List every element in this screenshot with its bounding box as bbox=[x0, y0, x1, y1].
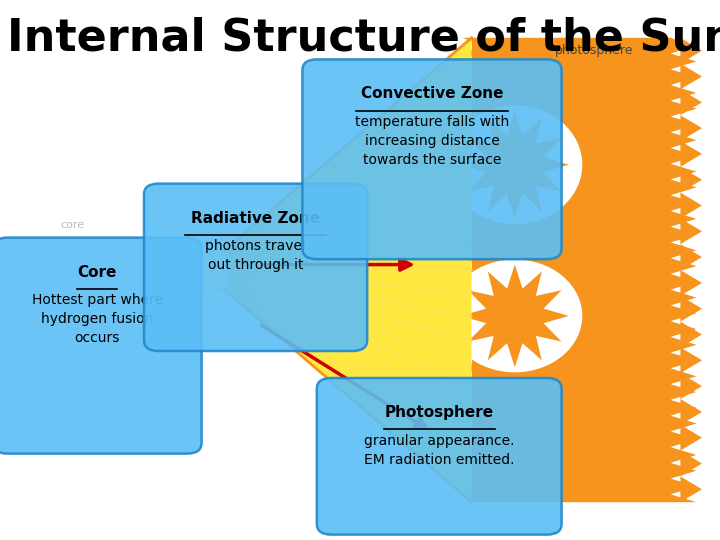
Polygon shape bbox=[671, 38, 720, 502]
Text: Internal Structure of the Sun: Internal Structure of the Sun bbox=[7, 16, 720, 59]
Polygon shape bbox=[680, 322, 702, 347]
Polygon shape bbox=[680, 141, 702, 167]
Ellipse shape bbox=[447, 260, 582, 373]
Polygon shape bbox=[202, 38, 472, 502]
Polygon shape bbox=[472, 38, 518, 502]
Text: photons travel
out through it: photons travel out through it bbox=[205, 239, 306, 272]
Polygon shape bbox=[680, 38, 702, 64]
Text: Hottest part where
hydrogen fusion
occurs: Hottest part where hydrogen fusion occur… bbox=[32, 293, 163, 345]
Polygon shape bbox=[680, 167, 702, 193]
Polygon shape bbox=[680, 476, 702, 502]
Polygon shape bbox=[463, 38, 697, 502]
Polygon shape bbox=[680, 347, 702, 373]
FancyBboxPatch shape bbox=[0, 238, 202, 454]
Polygon shape bbox=[680, 244, 702, 270]
Polygon shape bbox=[680, 373, 702, 399]
Text: Radiative Zone: Radiative Zone bbox=[191, 211, 320, 226]
Polygon shape bbox=[680, 425, 702, 450]
FancyBboxPatch shape bbox=[317, 378, 562, 535]
Polygon shape bbox=[461, 111, 569, 219]
Text: Convective Zone: Convective Zone bbox=[361, 86, 503, 102]
Polygon shape bbox=[461, 265, 569, 367]
Polygon shape bbox=[680, 296, 702, 322]
Text: core: core bbox=[60, 219, 84, 230]
Text: photosphere: photosphere bbox=[555, 44, 634, 57]
Polygon shape bbox=[680, 218, 702, 244]
Polygon shape bbox=[680, 115, 702, 141]
Polygon shape bbox=[680, 90, 702, 115]
Text: granular appearance.
EM radiation emitted.: granular appearance. EM radiation emitte… bbox=[364, 434, 515, 467]
FancyBboxPatch shape bbox=[144, 184, 367, 351]
Ellipse shape bbox=[187, 246, 230, 294]
Polygon shape bbox=[680, 193, 702, 218]
Polygon shape bbox=[680, 399, 702, 425]
Text: Photosphere: Photosphere bbox=[384, 405, 494, 420]
FancyBboxPatch shape bbox=[302, 59, 562, 259]
Polygon shape bbox=[680, 270, 702, 296]
Text: temperature falls with
increasing distance
towards the surface: temperature falls with increasing distan… bbox=[355, 115, 509, 167]
Text: Core: Core bbox=[78, 265, 117, 280]
Polygon shape bbox=[680, 64, 702, 90]
Ellipse shape bbox=[447, 105, 582, 224]
Polygon shape bbox=[680, 450, 702, 476]
